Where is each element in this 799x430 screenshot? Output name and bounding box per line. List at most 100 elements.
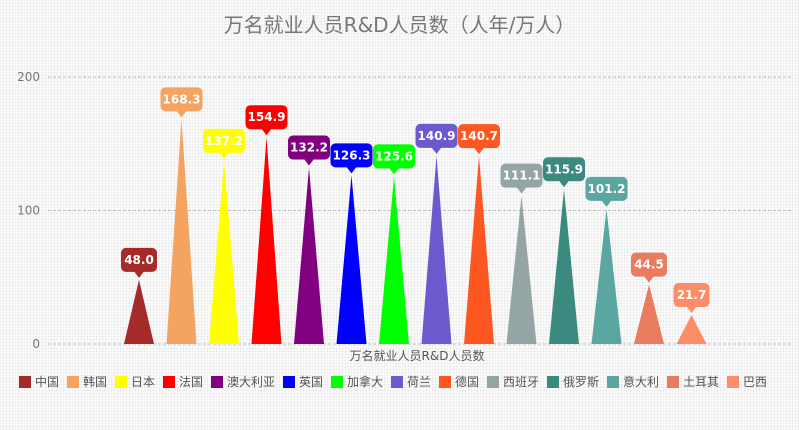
bar-德国 [464,156,494,344]
legend-swatch [331,376,343,388]
legend-swatch [283,376,295,388]
legend-swatch [163,376,175,388]
legend-swatch [211,376,223,388]
legend-item-法国[interactable]: 法国 [163,375,203,389]
legend-item-英国[interactable]: 英国 [283,375,323,389]
data-label-pointer [686,306,697,314]
legend-label: 中国 [35,374,59,389]
data-label-bubble [121,247,157,272]
legend-label: 加拿大 [347,374,383,389]
data-label-bubble [673,283,710,308]
legend-item-巴西[interactable]: 巴西 [727,375,767,389]
y-tick-label: 0 [32,337,40,351]
data-label-pointer [516,187,527,194]
data-label-bubble [373,144,415,169]
data-label-bubble [500,163,543,188]
bar-日本 [209,160,239,344]
legend-item-韩国[interactable]: 韩国 [67,374,107,389]
bar-韩国 [166,119,197,344]
data-label-pointer [389,167,399,175]
legend-swatch [67,376,79,388]
legend-item-中国[interactable]: 中国 [19,374,59,389]
data-label: 111.1 [503,169,541,183]
legend-item-德国[interactable]: 德国 [439,374,479,389]
legend-label: 巴西 [743,375,767,389]
data-label: 126.3 [333,148,371,162]
x-category-label: 万名就业人员R&D人员数 [350,348,485,363]
data-label-pointer [176,110,187,118]
bars: 48.0 168.3 137.2 154.9 132.2 126.3 125.6 140.9 1… [121,87,710,344]
bar-荷兰 [421,155,452,344]
legend-swatch [391,376,403,388]
bar-英国 [336,175,367,344]
data-label: 115.9 [545,162,583,176]
chart-title: 万名就业人员R&D人员数（人年/万人） [224,13,576,37]
legend-item-加拿大[interactable]: 加拿大 [331,374,383,389]
legend: 中国 韩国 日本 法国 澳大利亚 英国 加拿大 荷兰 德国 西班牙 俄罗斯 意大利 土耳其 巴西 [19,374,767,389]
bar-加拿大 [379,176,409,344]
y-tick-label: 100 [17,204,40,218]
legend-label: 澳大利亚 [227,375,275,389]
legend-swatch [19,376,31,388]
data-label: 48.0 [124,253,154,267]
data-label: 21.7 [677,288,707,302]
bar-意大利 [591,208,622,344]
y-axis: 0 100 200 [17,70,40,351]
data-label: 125.6 [375,149,413,163]
data-label-pointer [304,159,314,166]
data-label: 154.9 [248,110,286,124]
bar-土耳其 [634,284,664,344]
legend-swatch [607,376,619,388]
data-label-bubble [458,124,500,149]
legend-label: 荷兰 [407,375,431,389]
legend-item-土耳其[interactable]: 土耳其 [667,375,719,389]
legend-label: 韩国 [83,374,107,389]
legend-label: 法国 [179,375,203,389]
legend-swatch [439,376,451,388]
bar-澳大利亚 [294,167,324,344]
legend-label: 英国 [299,375,323,389]
legend-item-西班牙[interactable]: 西班牙 [487,375,539,389]
data-label-bubble [631,252,667,277]
legend-label: 日本 [131,375,155,389]
data-label-pointer [431,147,442,154]
bar-法国 [251,137,282,344]
legend-swatch [487,376,499,388]
grid-lines [48,76,792,345]
data-label-bubble [543,157,585,182]
legend-label: 西班牙 [503,375,539,389]
legend-item-澳大利亚[interactable]: 澳大利亚 [211,375,275,389]
data-label: 44.5 [634,258,664,272]
data-label: 140.7 [460,129,498,143]
bar-巴西 [676,315,707,344]
data-label-bubble [415,123,458,148]
data-label: 101.2 [588,182,626,196]
data-label-bubble [330,143,373,168]
data-label-pointer [644,276,654,283]
legend-label: 德国 [455,374,479,389]
legend-swatch [667,376,679,388]
data-label: 140.9 [418,129,456,143]
data-label-bubble [245,105,288,130]
legend-swatch [115,376,127,388]
y-tick-label: 200 [17,70,40,84]
data-label-bubble [288,135,330,160]
data-label-bubble [203,128,245,153]
legend-label: 意大利 [623,374,659,389]
data-label-bubble [160,87,203,112]
data-label-pointer [474,147,484,155]
data-label-pointer [559,180,569,188]
bar-西班牙 [506,195,537,344]
legend-item-意大利[interactable]: 意大利 [607,374,659,389]
legend-label: 俄罗斯 [563,375,599,389]
legend-item-日本[interactable]: 日本 [115,375,155,389]
data-label-pointer [601,200,612,207]
legend-swatch [547,376,559,388]
bar-俄罗斯 [549,189,579,344]
legend-item-俄罗斯[interactable]: 俄罗斯 [547,375,599,389]
data-label: 132.2 [290,141,328,155]
legend-item-荷兰[interactable]: 荷兰 [391,375,431,389]
legend-swatch [727,376,739,388]
data-label-pointer [219,152,229,159]
